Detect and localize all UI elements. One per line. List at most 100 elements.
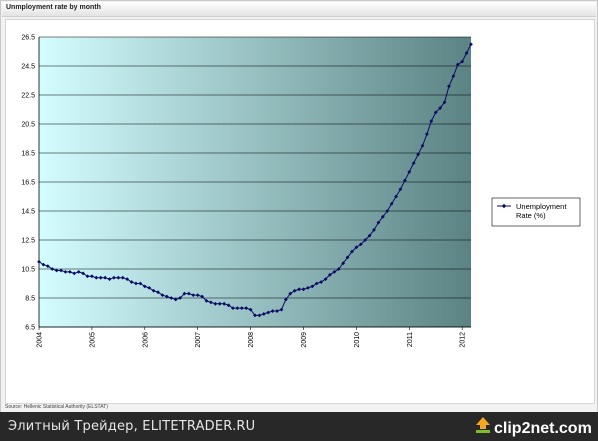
data-point-marker — [120, 275, 125, 280]
data-point-marker — [182, 291, 187, 296]
y-tick-label: 18.5 — [21, 151, 35, 158]
data-point-marker — [363, 238, 368, 242]
data-point-marker — [107, 277, 112, 282]
data-point-marker — [129, 280, 134, 284]
data-point-marker — [464, 51, 469, 55]
x-tick-label: 2004 — [37, 332, 44, 348]
footer-text: Элитный Трейдер, ELITETRADER.RU — [8, 419, 256, 434]
data-point-marker — [310, 284, 315, 289]
data-point-marker — [178, 296, 182, 300]
data-point-marker — [45, 264, 50, 268]
x-tick-label: 2012 — [460, 332, 467, 348]
x-tick-label: 2009 — [301, 332, 308, 348]
data-point-marker — [217, 301, 222, 306]
y-tick-label: 14.5 — [21, 209, 35, 216]
data-point-marker — [442, 100, 447, 105]
chart-title: Unmployment rate by month — [6, 4, 101, 11]
data-point-marker — [125, 277, 130, 282]
data-point-marker — [451, 74, 456, 79]
data-point-marker — [438, 106, 443, 110]
data-point-marker — [244, 306, 249, 311]
data-point-marker — [350, 249, 354, 254]
data-point-marker — [204, 299, 209, 303]
data-point-marker — [235, 306, 240, 311]
data-point-marker — [160, 293, 165, 297]
data-point-marker — [420, 143, 425, 148]
data-point-marker — [200, 294, 205, 299]
data-point-marker — [319, 280, 324, 284]
data-point-marker — [416, 152, 421, 157]
y-tick-label: 20.5 — [21, 122, 35, 129]
legend-box — [491, 197, 581, 227]
legend-label-line-2: Rate (%) — [516, 211, 546, 220]
x-tick-label: 2007 — [195, 332, 202, 348]
data-point-marker — [394, 194, 398, 199]
data-point-marker — [380, 214, 385, 219]
data-point-marker — [292, 288, 297, 293]
y-tick-label: 8.5 — [25, 296, 35, 303]
x-tick-label: 2005 — [89, 332, 96, 348]
data-point-marker — [169, 296, 174, 300]
data-point-marker — [195, 293, 200, 297]
title-bar: Unmployment rate by month — [2, 2, 596, 17]
clip2net-logo[interactable]: clip2net.com — [474, 415, 594, 439]
data-point-marker — [116, 275, 121, 280]
upload-arrow-icon — [476, 417, 490, 433]
logo-text: clip2net.com — [494, 420, 592, 437]
data-point-marker — [447, 84, 451, 89]
data-point-marker — [72, 271, 77, 276]
legend: Unemployment Rate (%) — [491, 197, 581, 227]
data-point-marker — [389, 201, 394, 206]
data-point-marker — [209, 300, 213, 305]
data-point-marker — [345, 255, 350, 260]
data-point-marker — [164, 294, 169, 299]
y-axis-ticks: 6.5 8.5 10.5 12.5 14.5 16.5 18.5 20.5 22.5 24.5 26… — [21, 35, 35, 332]
data-point-marker — [54, 268, 59, 273]
data-point-marker — [253, 313, 257, 318]
x-tick-label: 2010 — [354, 332, 361, 348]
unemployment-line-chart: 6.5 8.5 10.5 12.5 14.5 16.5 18.5 20.5 22.5 24.5 26… — [21, 35, 581, 348]
data-point-marker — [301, 287, 306, 292]
data-point-marker — [402, 178, 407, 183]
data-point-marker — [460, 59, 465, 64]
data-point-marker — [213, 301, 218, 306]
series-markers — [37, 42, 473, 318]
source-note: Source: Hellenic Statistical Authority (… — [5, 404, 108, 410]
data-point-marker — [336, 267, 341, 271]
data-point-marker — [288, 291, 293, 296]
x-tick-label: 2006 — [142, 332, 149, 348]
footer-bar: Элитный Трейдер, ELITETRADER.RU clip2net… — [0, 412, 598, 441]
data-point-marker — [429, 119, 434, 123]
data-point-marker — [266, 310, 271, 315]
data-point-marker — [433, 110, 438, 115]
grid-lines — [38, 36, 471, 328]
data-point-marker — [103, 275, 108, 280]
data-point-marker — [186, 291, 191, 296]
x-axis-ticks: 2004 2005 2006 2007 2008 2009 2010 2011 2012 — [37, 327, 467, 348]
data-point-marker — [270, 309, 275, 313]
data-point-marker — [156, 290, 160, 295]
data-point-marker — [173, 297, 178, 302]
data-point-marker — [147, 285, 152, 290]
data-point-marker — [222, 301, 227, 306]
data-point-marker — [469, 42, 473, 47]
chart-area: 6.5 8.5 10.5 12.5 14.5 16.5 18.5 20.5 22.5 24.5 26… — [5, 19, 595, 404]
data-point-marker — [425, 132, 429, 137]
legend-marker-swatch — [501, 203, 507, 209]
data-point-marker — [59, 268, 63, 273]
data-point-marker — [98, 275, 103, 280]
data-point-marker — [151, 288, 156, 293]
data-point-marker — [328, 272, 332, 277]
data-point-marker — [41, 262, 46, 267]
data-point-marker — [297, 287, 301, 292]
data-point-marker — [411, 161, 416, 166]
y-tick-label: 24.5 — [21, 64, 35, 71]
data-point-marker — [191, 293, 196, 297]
data-point-marker — [283, 297, 288, 302]
data-point-marker — [341, 261, 346, 266]
data-point-marker — [323, 277, 328, 282]
data-point-marker — [367, 233, 372, 238]
data-point-marker — [76, 270, 81, 274]
data-point-marker — [257, 313, 262, 318]
data-point-marker — [138, 281, 143, 286]
